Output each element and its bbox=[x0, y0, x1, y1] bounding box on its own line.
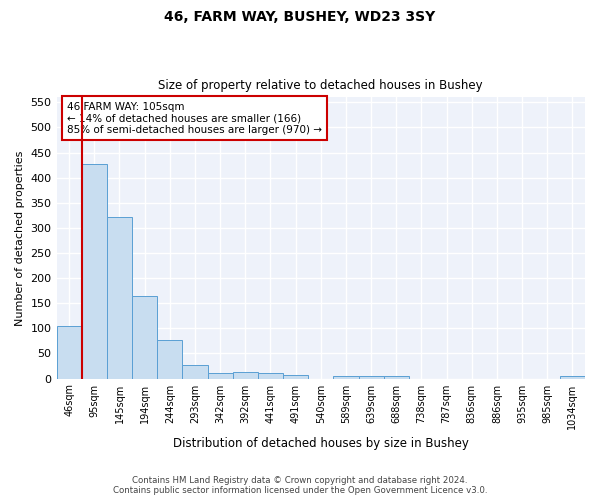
Title: Size of property relative to detached houses in Bushey: Size of property relative to detached ho… bbox=[158, 79, 483, 92]
Bar bbox=[82, 164, 107, 378]
Bar bbox=[56, 326, 82, 378]
Bar bbox=[208, 372, 233, 378]
Bar bbox=[383, 376, 409, 378]
Text: 46 FARM WAY: 105sqm
← 14% of detached houses are smaller (166)
85% of semi-detac: 46 FARM WAY: 105sqm ← 14% of detached ho… bbox=[67, 102, 322, 135]
Bar bbox=[560, 376, 585, 378]
Text: 46, FARM WAY, BUSHEY, WD23 3SY: 46, FARM WAY, BUSHEY, WD23 3SY bbox=[164, 10, 436, 24]
Bar bbox=[157, 340, 182, 378]
Bar bbox=[233, 372, 258, 378]
X-axis label: Distribution of detached houses by size in Bushey: Distribution of detached houses by size … bbox=[173, 437, 469, 450]
Bar bbox=[359, 376, 383, 378]
Bar bbox=[107, 217, 132, 378]
Bar bbox=[132, 296, 157, 378]
Y-axis label: Number of detached properties: Number of detached properties bbox=[15, 150, 25, 326]
Bar bbox=[334, 376, 359, 378]
Text: Contains HM Land Registry data © Crown copyright and database right 2024.
Contai: Contains HM Land Registry data © Crown c… bbox=[113, 476, 487, 495]
Bar bbox=[258, 373, 283, 378]
Bar bbox=[283, 374, 308, 378]
Bar bbox=[182, 366, 208, 378]
